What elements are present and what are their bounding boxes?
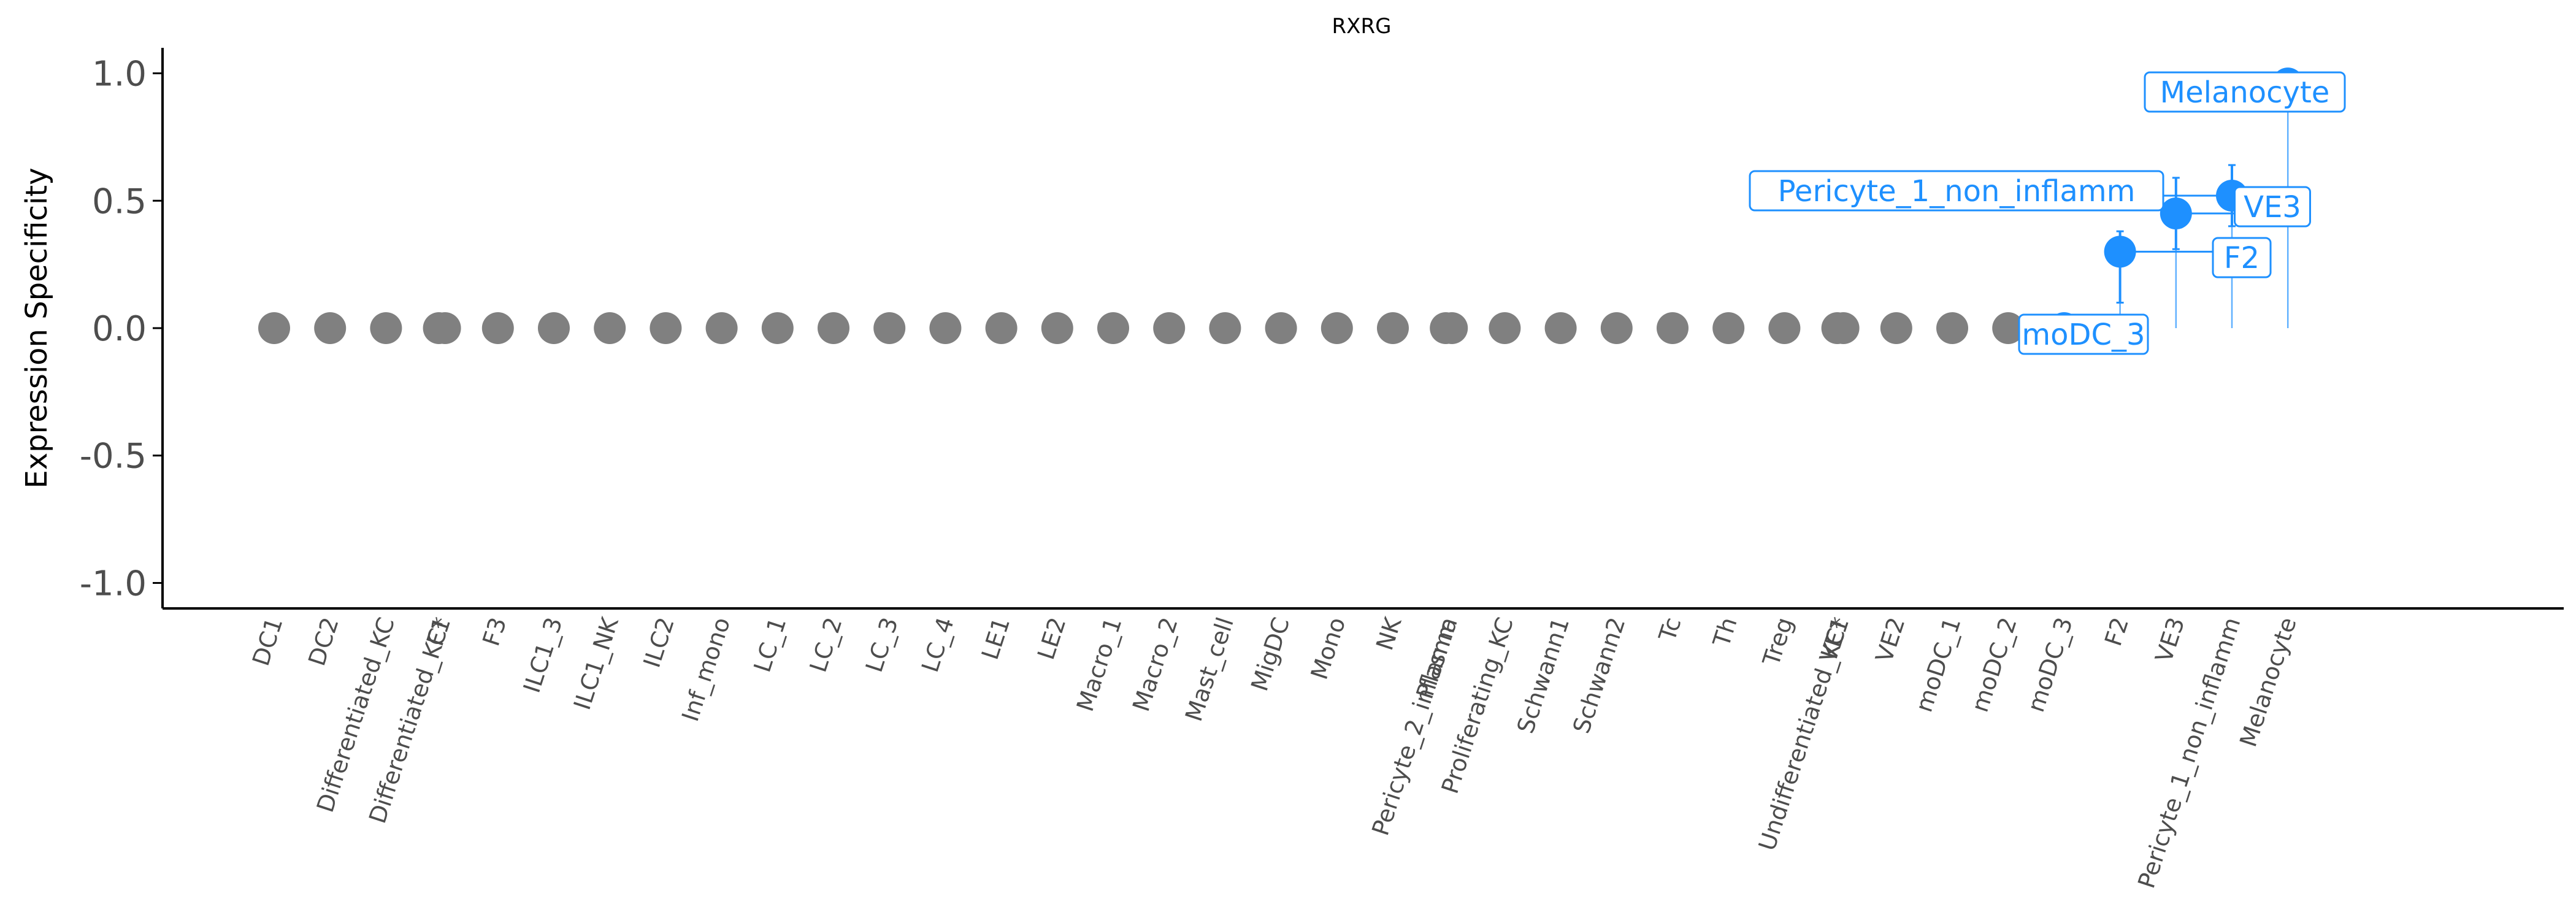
point-schwann1 <box>1544 312 1577 344</box>
callout-label: moDC_3 <box>2022 318 2145 352</box>
x-tick-label-ilc2: ILC2 <box>638 614 680 671</box>
callout-box <box>2234 186 2311 228</box>
point-f1 <box>429 312 461 344</box>
point-lc-1 <box>761 312 794 344</box>
x-tick-label-macro-2: Macro_2 <box>1127 614 1183 715</box>
x-tick-label-ve1: VE1 <box>1814 614 1854 665</box>
point-lc-2 <box>818 312 849 344</box>
callout-box <box>2212 237 2272 278</box>
x-tick-label-nk: NK <box>1371 613 1407 653</box>
point-differentiated-kc <box>370 312 402 344</box>
x-tick-label-schwann1: Schwann1 <box>1512 614 1574 737</box>
callout-box <box>2018 313 2149 355</box>
y-tick-label: 0.0 <box>92 309 147 349</box>
callout-box <box>1749 170 2164 212</box>
callout-label: Melanocyte <box>2160 75 2330 110</box>
point-nk <box>1377 312 1409 344</box>
callout-box <box>2144 71 2346 113</box>
point-macro-2 <box>1153 312 1186 344</box>
point-dc2 <box>314 312 347 344</box>
point-ilc1-3 <box>538 312 570 344</box>
point-lc-3 <box>873 312 906 344</box>
point-ve1 <box>1827 312 1860 344</box>
x-tick-label-f2: F2 <box>2099 614 2134 649</box>
x-tick-label-tc: Tc <box>1654 614 1687 645</box>
x-tick-label-ilc1-3: ILC1_3 <box>518 614 568 696</box>
x-tick-label-macro-1: Macro_1 <box>1071 614 1127 715</box>
x-tick-label-modc-3: moDC_3 <box>2022 614 2078 715</box>
point-treg <box>1768 312 1801 344</box>
x-tick-label-modc-1: moDC_1 <box>1911 614 1966 715</box>
point-ilc2 <box>650 312 682 344</box>
x-tick-label-plasma: Plasma <box>1411 614 1463 702</box>
point-le1 <box>985 312 1018 344</box>
y-axis-label: Expression Specificity <box>20 167 54 488</box>
x-tick-label-pericyte-1-non-inflamm: Pericyte_1_non_inflamm <box>2133 614 2245 891</box>
callout-melanocyte: Melanocyte <box>2144 71 2346 113</box>
y-tick-label: 1.0 <box>92 55 147 94</box>
x-tick-label-melanocyte: Melanocyte <box>2234 614 2302 750</box>
chart-title: RXRG <box>1332 14 1392 39</box>
point-ve2 <box>1880 312 1912 344</box>
x-tick-label-mono: Mono <box>1306 614 1351 683</box>
callout-label: VE3 <box>2244 190 2301 224</box>
point-mast-cell <box>1209 312 1241 344</box>
x-tick-label-ve3: VE3 <box>2150 614 2190 665</box>
callout-ve3: VE3 <box>2175 186 2311 228</box>
point-macro-1 <box>1097 312 1129 344</box>
point-modc-1 <box>1936 312 1968 344</box>
callout-label: F2 <box>2224 241 2260 275</box>
callouts: Melanocyte Pericyte_1_non_inflamm VE3 F2 moD… <box>1749 71 2346 355</box>
y-tick-label: -0.5 <box>80 437 147 477</box>
x-tick-label-modc-2: moDC_2 <box>1966 614 2022 715</box>
x-tick-label-lc-3: LC_3 <box>861 614 903 675</box>
x-tick-label-le1: LE1 <box>976 614 1015 663</box>
x-tick-label-lc-1: LC_1 <box>748 614 791 675</box>
y-axis-ticks: 1.0 0.5 0.0 -0.5 -1.0 <box>80 55 163 604</box>
x-tick-label-th: Th <box>1708 614 1742 651</box>
x-tick-label-dc1: DC1 <box>247 614 288 669</box>
x-tick-label-ve2: VE2 <box>1871 614 1911 665</box>
callout-modc-3: moDC_3 <box>2018 313 2149 355</box>
point-th <box>1712 312 1745 344</box>
x-tick-label-ilc1-nk: ILC1_NK <box>569 613 624 713</box>
point-lc-4 <box>929 312 962 344</box>
point-modc-2 <box>1992 312 2025 344</box>
point-proliferating-kc <box>1489 312 1521 344</box>
x-tick-label-mast-cell: Mast_cell <box>1180 614 1239 724</box>
x-axis-ticks: DC1 DC2Differentiated_KCDifferentiated_KC… <box>247 613 2302 891</box>
callout-pericyte-1-non-inflamm: Pericyte_1_non_inflamm <box>1749 170 2232 212</box>
x-tick-label-le2: LE2 <box>1032 614 1071 663</box>
axes <box>161 48 2564 610</box>
point-f3 <box>481 312 514 344</box>
point-inf-mono <box>705 312 738 344</box>
point-plasma <box>1436 312 1468 344</box>
x-tick-label-lc-2: LC_2 <box>805 614 848 675</box>
point-schwann2 <box>1600 312 1633 344</box>
x-tick-label-schwann2: Schwann2 <box>1568 614 1630 737</box>
point-migdc <box>1265 312 1297 344</box>
x-tick-label-dc2: DC2 <box>303 614 344 669</box>
x-tick-label-lc-4: LC_4 <box>916 614 959 675</box>
point-dc1 <box>258 312 290 344</box>
point-ilc1-nk <box>594 312 626 344</box>
callout-f2: F2 <box>2120 237 2272 278</box>
point-le2 <box>1041 312 1073 344</box>
callout-label: Pericyte_1_non_inflamm <box>1778 174 2136 209</box>
point-tc <box>1657 312 1689 344</box>
x-tick-label-migdc: MigDC <box>1246 614 1295 694</box>
x-tick-label-inf-mono: Inf_mono <box>677 614 735 724</box>
point-mono <box>1321 312 1353 344</box>
x-tick-label-f3: F3 <box>477 614 512 649</box>
y-tick-label: -1.0 <box>80 564 147 604</box>
x-tick-label-treg: Treg <box>1757 614 1798 670</box>
y-tick-label: 0.5 <box>92 182 147 221</box>
